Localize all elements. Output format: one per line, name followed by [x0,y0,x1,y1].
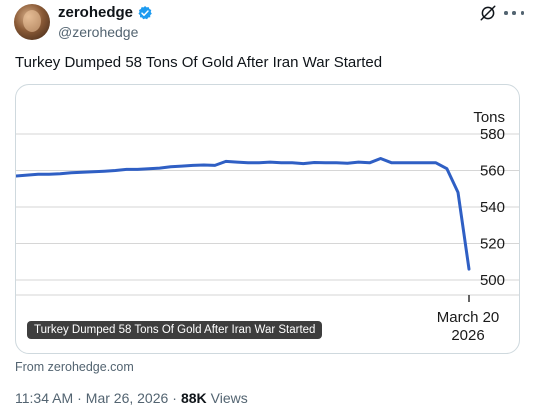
media-caption: Turkey Dumped 58 Tons Of Gold After Iran… [27,321,323,339]
x-axis-label-year: 2026 [451,327,484,344]
y-tick-label: 560 [480,163,505,180]
author-name[interactable]: zerohedge [58,4,134,21]
y-tick-label: 540 [480,199,505,216]
post-meta: 11:34 AM · Mar 26, 2026 · 88K Views [15,390,248,406]
meta-separator: · [77,390,82,406]
y-axis-unit-label: Tons [473,109,505,126]
views-label: Views [210,390,248,406]
source-link[interactable]: From zerohedge.com [15,360,134,374]
post-time[interactable]: 11:34 AM [15,390,74,406]
y-tick-label: 500 [480,272,505,289]
more-icon[interactable] [504,4,524,22]
chart-gridlines [16,133,519,296]
views-count: 88K [180,390,207,406]
line-chart: 580 560 540 520 500 Tons March 20 2026 [16,109,519,344]
media-card[interactable]: 580 560 540 520 500 Tons March 20 2026 Turke… [15,84,520,354]
author-row: zerohedge [58,4,153,21]
chart-tick-labels: 580 560 540 520 500 [480,126,505,289]
post-text: Turkey Dumped 58 Tons Of Gold After Iran… [15,54,383,71]
y-tick-label: 580 [480,126,505,143]
series-line [16,157,471,271]
meta-separator: · [172,390,177,406]
avatar[interactable] [14,4,50,40]
verified-badge-icon [138,5,152,19]
y-tick-label: 520 [480,236,505,253]
post-date[interactable]: Mar 26, 2026 [85,390,169,406]
author-handle[interactable]: @zerohedge [58,24,139,40]
grok-icon[interactable] [479,4,497,22]
x-axis-label-month: March 20 [437,309,500,326]
